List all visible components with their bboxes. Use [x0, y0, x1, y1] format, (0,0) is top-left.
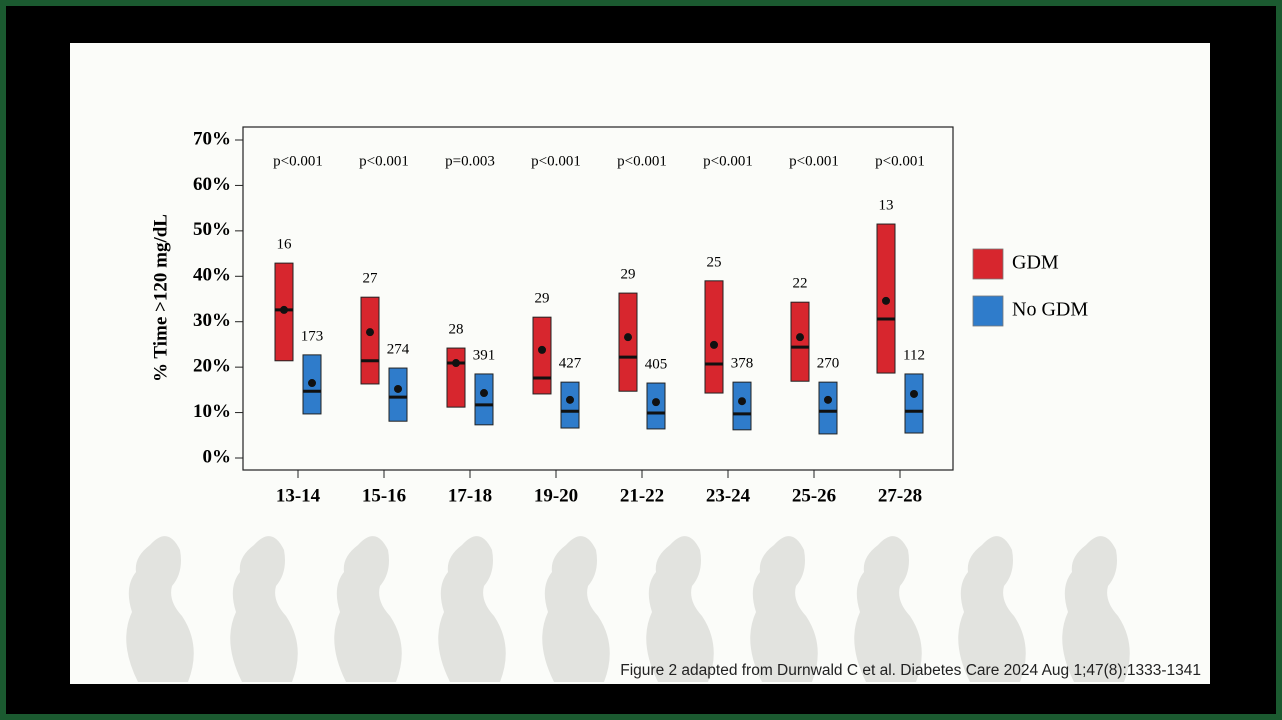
- p-value: p<0.001: [617, 153, 667, 169]
- n-label: 173: [301, 328, 324, 344]
- box: [732, 381, 752, 431]
- mean: [480, 389, 488, 398]
- n-label: 28: [449, 322, 464, 338]
- legend-label: GDM: [1012, 252, 1059, 274]
- legend-swatch: [972, 295, 1004, 327]
- legend-label: No GDM: [1012, 299, 1088, 321]
- mean: [566, 395, 574, 404]
- silhouette: [854, 536, 922, 682]
- n-label: 391: [473, 347, 496, 363]
- mean: [652, 398, 660, 407]
- silhouette: [958, 536, 1026, 682]
- box: [388, 367, 408, 422]
- box: [618, 292, 638, 392]
- x-tick-label: 17-18: [448, 485, 492, 506]
- mean: [538, 345, 546, 354]
- silhouette: [126, 536, 194, 682]
- silhouette: [230, 536, 298, 682]
- mean: [394, 384, 402, 393]
- y-tick-label: 60%: [193, 174, 231, 195]
- y-tick-label: 70%: [193, 128, 231, 149]
- legend-swatch: [972, 248, 1004, 280]
- n-label: 427: [559, 356, 582, 372]
- mean: [452, 359, 460, 368]
- box: [904, 373, 924, 434]
- y-tick-label: 20%: [193, 356, 231, 377]
- mean: [882, 296, 890, 305]
- y-axis-label: % Time >120 mg/dL: [150, 214, 171, 382]
- p-value: p<0.001: [531, 153, 581, 169]
- box: [560, 381, 580, 429]
- mean: [308, 379, 316, 388]
- x-tick-label: 19-20: [534, 485, 578, 506]
- mean: [366, 328, 374, 337]
- n-label: 16: [277, 237, 293, 253]
- box: [818, 381, 838, 435]
- box: [790, 301, 810, 382]
- x-tick-label: 13-14: [276, 485, 321, 506]
- p-value: p<0.001: [875, 153, 925, 169]
- mean: [280, 305, 288, 314]
- y-tick-label: 40%: [193, 265, 231, 286]
- mean: [624, 333, 632, 342]
- mean: [710, 340, 718, 349]
- silhouette: [334, 536, 402, 682]
- box: [532, 316, 552, 395]
- y-tick-label: 50%: [193, 219, 231, 240]
- n-label: 22: [793, 276, 808, 292]
- x-tick-label: 23-24: [706, 485, 751, 506]
- n-label: 378: [731, 356, 754, 372]
- n-label: 29: [535, 291, 550, 307]
- x-tick-label: 15-16: [362, 485, 406, 506]
- mean: [738, 397, 746, 406]
- box: [704, 280, 724, 394]
- box: [446, 347, 466, 408]
- n-label: 27: [363, 271, 379, 287]
- box: [474, 373, 494, 426]
- p-value: p<0.001: [273, 153, 323, 169]
- n-label: 405: [645, 356, 668, 372]
- p-value: p<0.001: [703, 153, 753, 169]
- n-label: 112: [903, 347, 925, 363]
- y-tick-label: 30%: [193, 310, 231, 331]
- silhouette: [438, 536, 506, 682]
- silhouette: [1062, 536, 1130, 682]
- silhouette: [646, 536, 714, 682]
- n-label: 274: [387, 341, 410, 357]
- x-tick-label: 27-28: [878, 485, 922, 506]
- n-label: 13: [879, 197, 894, 213]
- y-tick-label: 10%: [193, 401, 231, 422]
- x-tick-label: 25-26: [792, 485, 836, 506]
- y-tick-label: 0%: [203, 446, 232, 467]
- p-value: p<0.001: [789, 153, 839, 169]
- x-tick-label: 21-22: [620, 485, 664, 506]
- p-value: p=0.003: [445, 153, 495, 169]
- decoration: [126, 536, 1130, 682]
- silhouette: [542, 536, 610, 682]
- n-label: 25: [707, 254, 722, 270]
- silhouette: [750, 536, 818, 682]
- box: [360, 296, 380, 385]
- n-label: 270: [817, 356, 840, 372]
- plot-frame: [242, 126, 954, 471]
- mean: [824, 395, 832, 404]
- mean: [796, 333, 804, 342]
- n-label: 29: [621, 267, 636, 283]
- footnote: Figure 2 adapted from Durnwald C et al. …: [620, 662, 1201, 679]
- mean: [910, 389, 918, 398]
- p-value: p<0.001: [359, 153, 409, 169]
